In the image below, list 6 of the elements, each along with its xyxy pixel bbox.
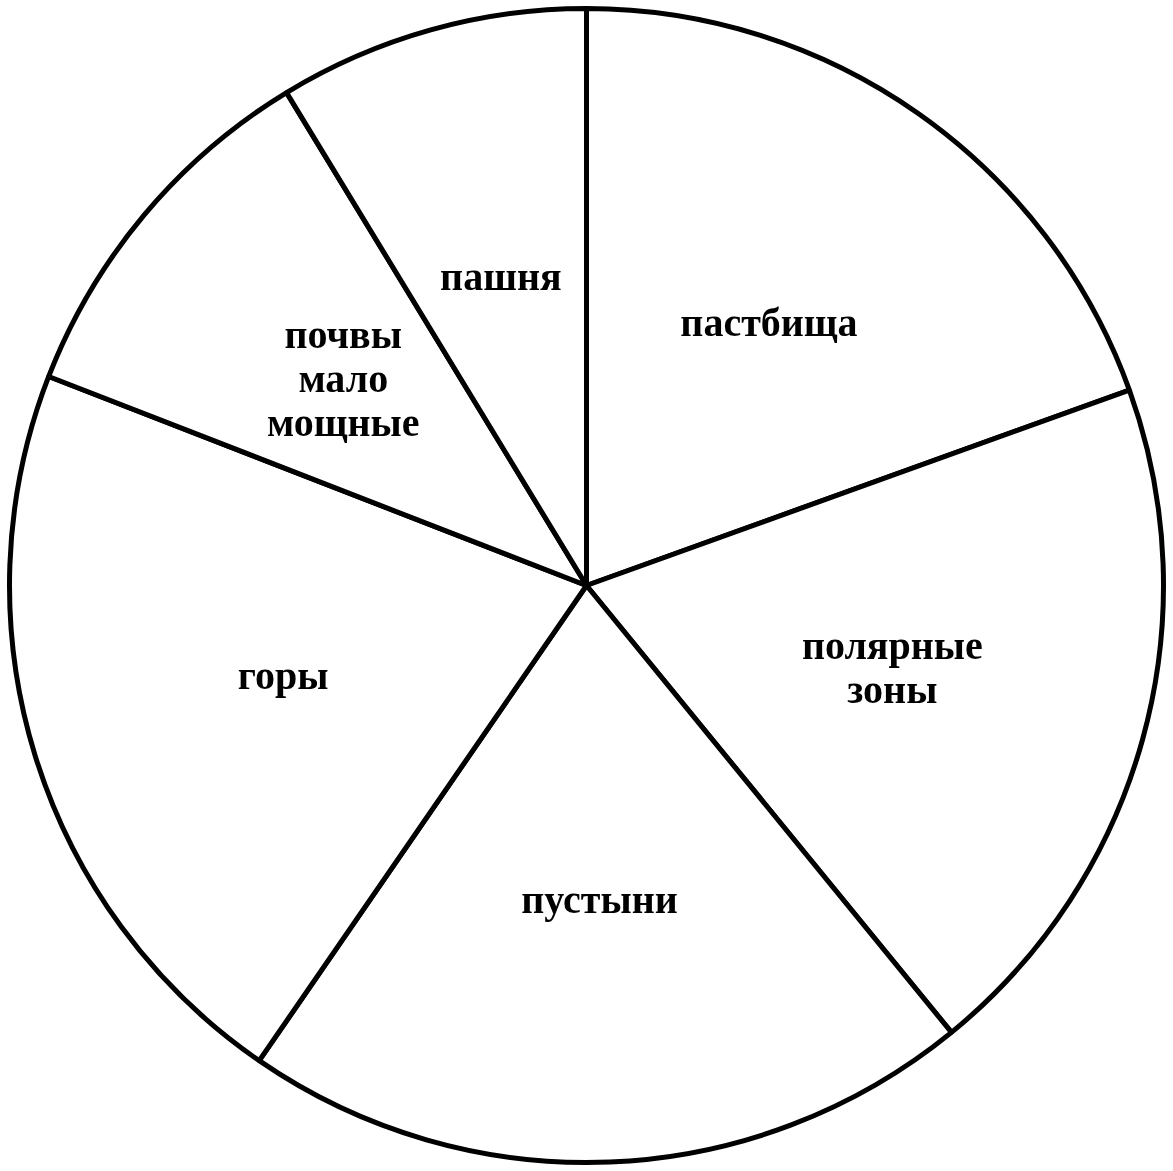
slice-label: пашня	[440, 254, 562, 300]
slice-label: полярные зоны	[801, 622, 983, 712]
slice-label: пастбища	[680, 300, 858, 346]
slice-label: пустыни	[521, 876, 678, 922]
slice-label: горы	[237, 653, 329, 699]
slice-label: почвы мало мощные	[266, 312, 420, 446]
